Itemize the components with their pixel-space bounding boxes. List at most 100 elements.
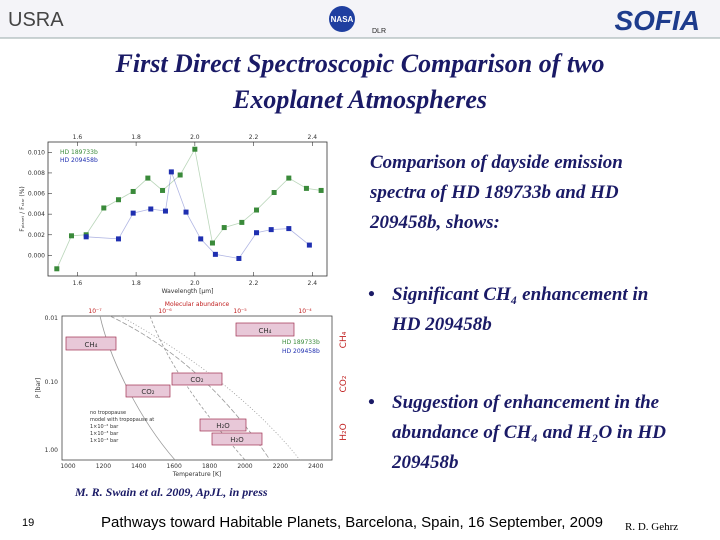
slide-title: First Direct Spectroscopic Comparison of… [115,49,605,114]
y-tick-label: 0.000 [28,252,45,259]
citation: M. R. Swain et al. 2009, ApJL, in press [74,485,268,499]
data-point [286,175,292,181]
fig-box-label: CH₄ [259,327,272,335]
data-point [254,230,260,236]
fig-top-tick: 10⁻⁷ [88,308,102,315]
header-band [0,0,720,38]
legend-entry: HD 189733b [60,149,98,156]
data-point [162,208,168,214]
fig-legend: HD 189733b [282,339,320,346]
fig-box [125,384,171,398]
data-point [168,169,174,175]
data-point [183,209,189,215]
data-point [268,227,274,233]
data-point [101,205,107,211]
plot-frame [47,141,328,277]
bullet-text: Significant CH₄ enhancement in HD 209458b [391,284,648,335]
data-point [221,225,227,231]
fig-model-legend: model with tropopause at [90,417,154,423]
fig-legend: HD 209458b [282,348,320,355]
bullet: • Suggestion of enhancement in the abundan… [368,392,666,473]
author: R. D. Gehrz [625,521,678,533]
legend-entry: HD 209458b [60,157,98,164]
data-point [160,187,166,193]
y-axis-label: Fₚₗₐₙₑₜ / Fₛₜₐᵣ (%) [19,186,26,232]
fig-x-tick: 2200 [273,463,288,470]
data-point [318,187,324,193]
data-point [236,255,242,261]
page-number: 19 [22,517,34,529]
y-tick-label: 0.008 [28,170,45,177]
x-axis-label: Wavelength [μm] [162,288,214,295]
fig-box [211,432,263,446]
x-tick-label: 2.2 [249,280,259,287]
logo-dlr: DLR [372,28,386,35]
data-point [130,210,136,216]
fig-box-label: CH₄ [85,341,98,349]
logo-sofia: SOFIA [614,5,700,36]
fig-x-tick: 2400 [308,463,323,470]
bullet-dot: • [368,284,375,305]
fig-y-tick: 0.01 [45,315,59,322]
x-tick-label-top: 2.0 [190,134,200,141]
x-tick-label-top: 1.6 [73,134,83,141]
fig-side-label: CO₂ [339,375,349,392]
data-point [303,185,309,191]
fig-x-tick: 1200 [96,463,111,470]
x-tick-label: 2.0 [190,280,200,287]
data-point [54,266,60,272]
fig-x-tick: 1600 [167,463,182,470]
x-tick-label-top: 2.4 [308,134,318,141]
x-tick-label: 1.6 [73,280,83,287]
fig-box-label: CO₂ [141,388,154,396]
fig-y-tick: 1.00 [45,447,59,454]
data-point [177,172,183,178]
data-point [145,175,151,181]
fig-box [199,418,247,432]
data-point [198,236,204,242]
fig-model-legend: 1×10⁻³ bar [90,431,119,437]
fig-top-tick: 10⁻⁶ [158,308,172,315]
x-tick-label-top: 2.2 [249,134,259,141]
fig-box [171,372,223,386]
logo-nasa: NASA [331,15,354,24]
y-tick-label: 0.006 [28,191,45,198]
fig-x-tick: 2000 [237,463,252,470]
fig-x-label: Temperature [K] [172,471,222,478]
fig-y-label: P [bar] [35,378,42,398]
fig-box-label: CO₂ [190,376,203,384]
data-point [239,219,245,225]
fig-model-legend: no tropopause [90,410,126,416]
fig-top-tick: 10⁻⁴ [298,308,312,315]
data-point [271,190,277,196]
data-point [286,226,292,232]
fig-x-tick: 1000 [60,463,75,470]
fig-x-tick: 1400 [131,463,146,470]
x-tick-label-top: 1.8 [131,134,141,141]
intro-text: Comparison of dayside emission spectra of… [369,152,623,233]
fig-box [65,336,117,351]
data-point [192,146,198,152]
footer-text: Pathways toward Habitable Planets, Barce… [101,514,603,531]
data-point [209,240,215,246]
data-point [306,242,312,248]
bullet-dot: • [368,392,375,413]
fig-side-label: H₂O [339,423,349,440]
y-tick-label: 0.004 [28,211,45,218]
data-point [115,197,121,203]
fig-x-tick: 1800 [202,463,217,470]
data-point [148,206,154,212]
bullet-text: Suggestion of enhancement in the abundanc… [391,392,666,473]
fig-side-label: CH₄ [339,331,349,348]
bullet: • Significant CH₄ enhancement in HD 209458… [368,284,648,335]
fig-model-legend: 1×10⁻² bar [90,424,119,430]
y-tick-label: 0.002 [28,232,45,239]
data-point [83,234,89,240]
fig-box-label: H₂O [230,436,244,444]
y-tick-label: 0.010 [28,149,45,156]
data-point [212,251,218,257]
data-point [68,233,74,239]
fig-box [235,322,295,337]
fig-y-tick: 0.10 [45,379,59,386]
